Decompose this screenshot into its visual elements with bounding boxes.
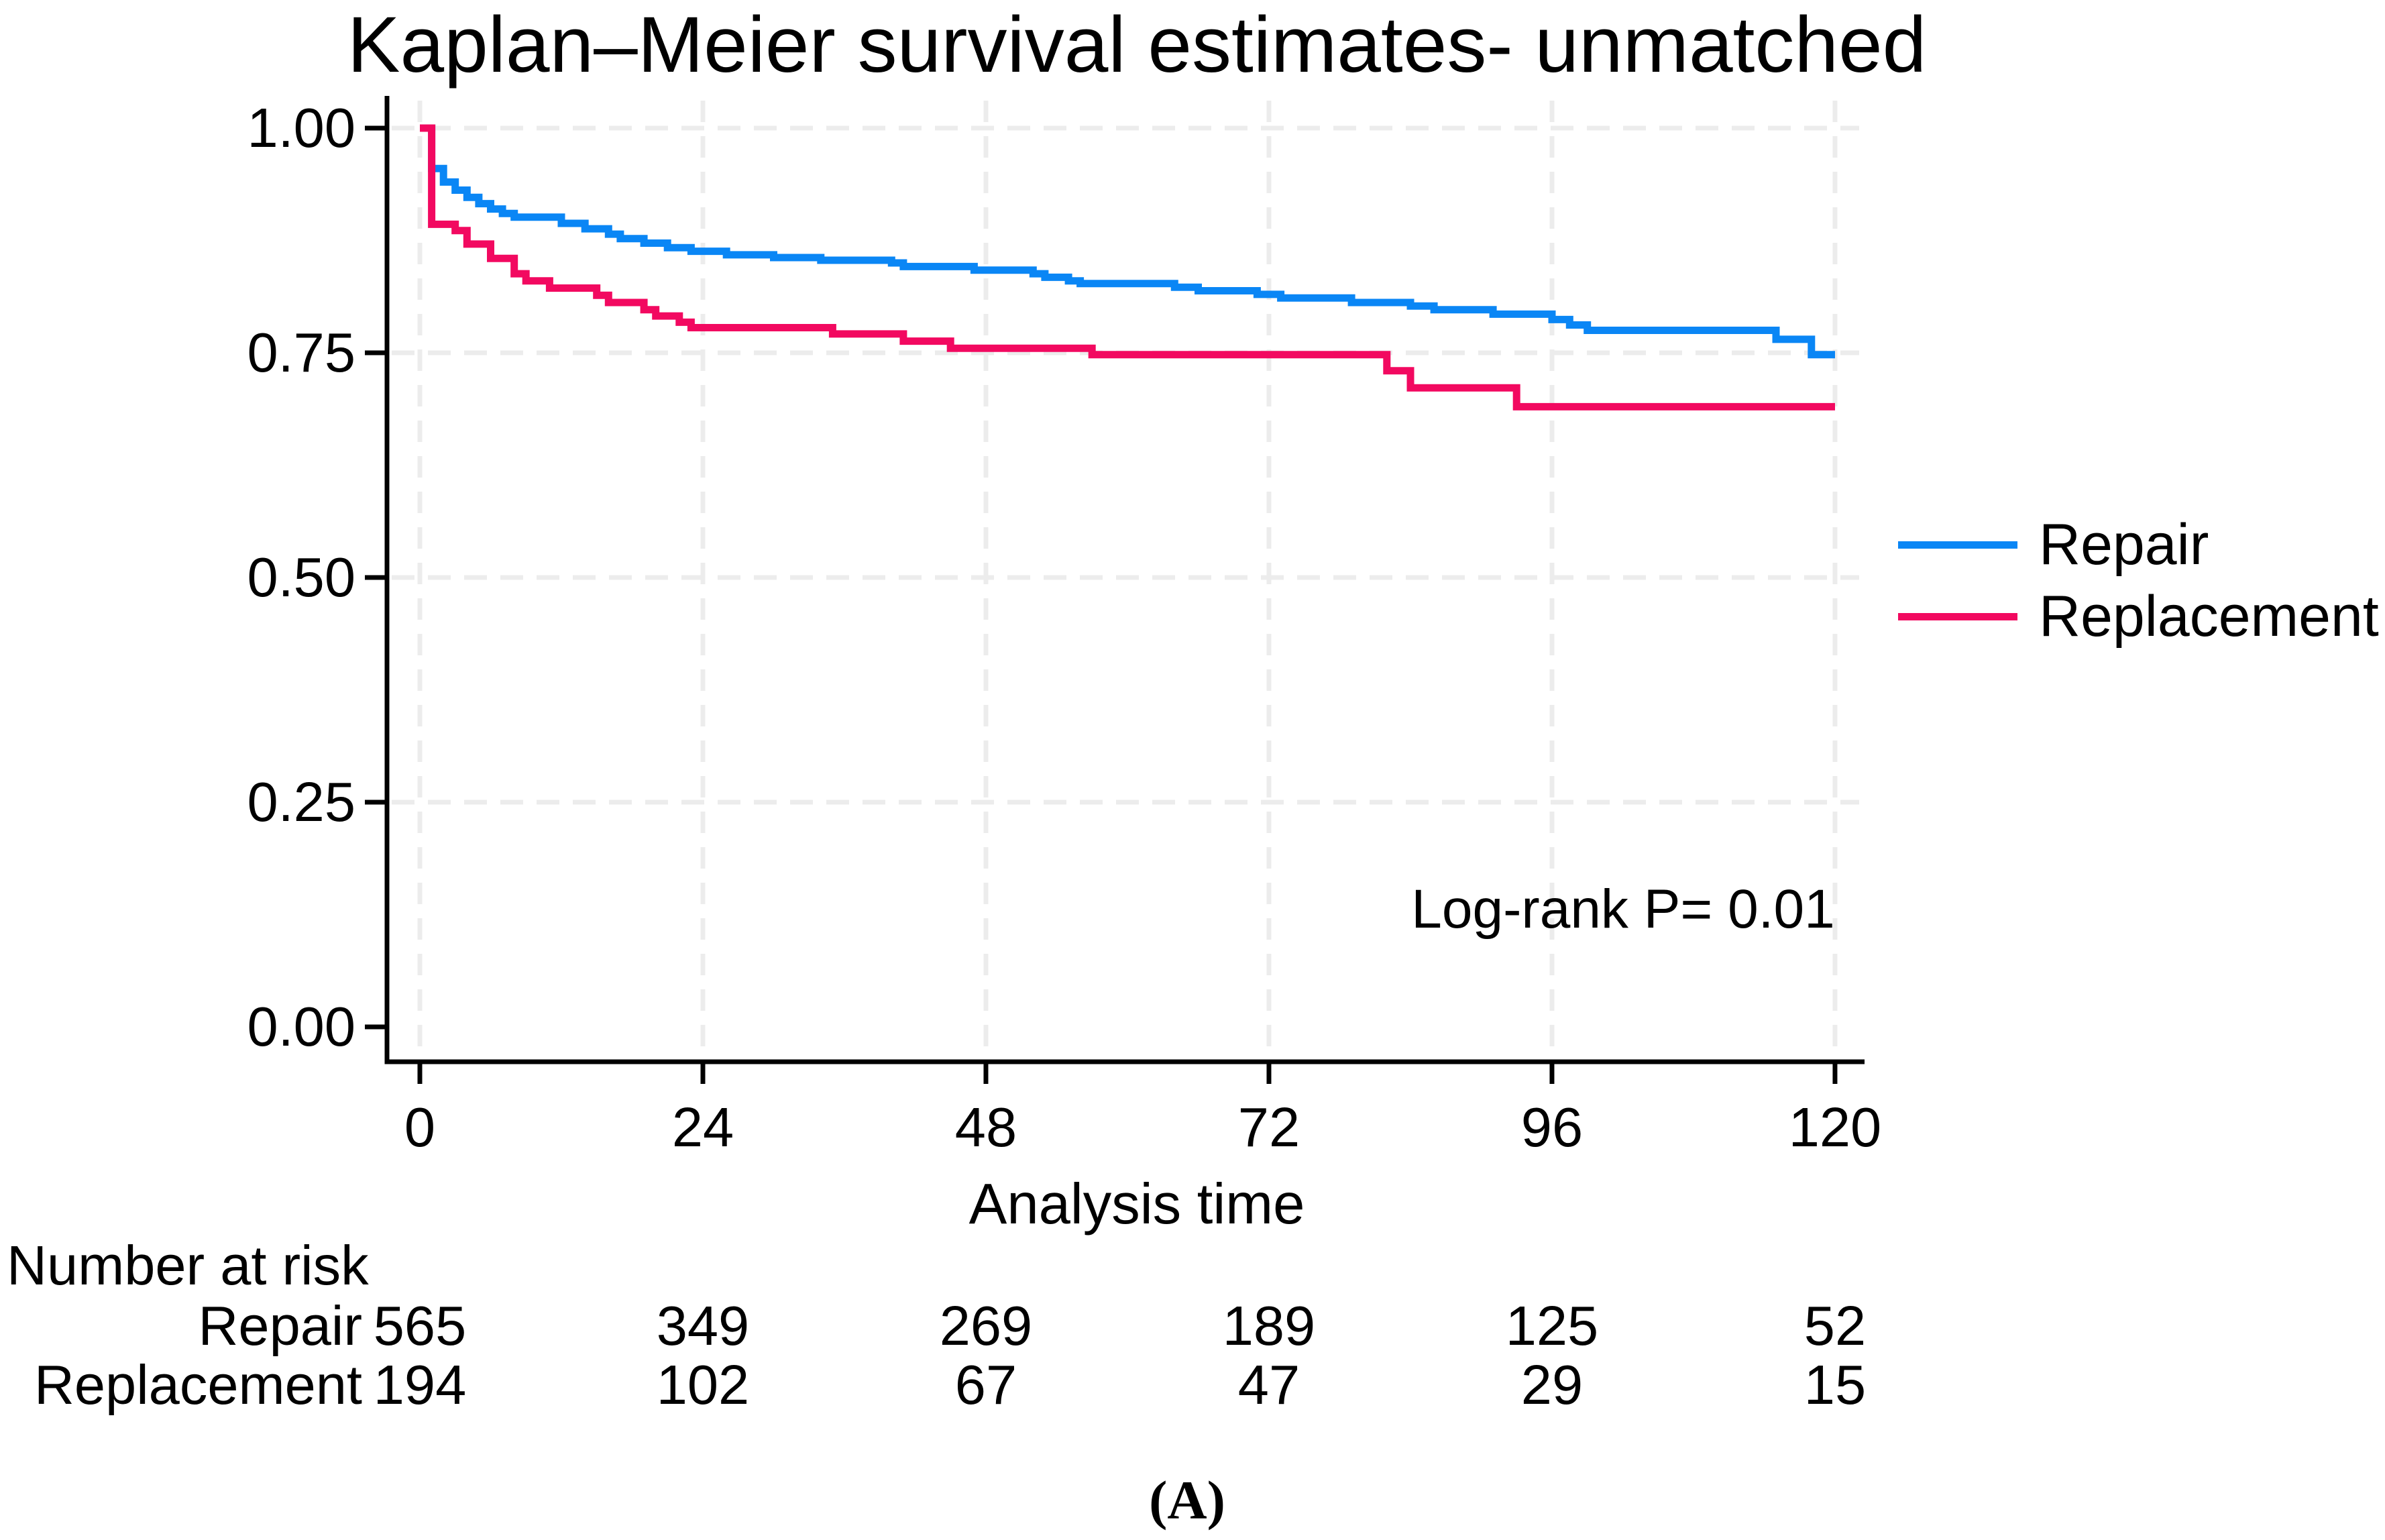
y-tick-label: 0.25 [247,771,355,833]
legend-label: Replacement [2039,584,2379,649]
x-axis-title: Analysis time [968,1172,1305,1236]
risk-count: 125 [1505,1295,1599,1357]
legend-line-replacement [1898,613,2017,620]
risk-count: 67 [954,1354,1017,1416]
risk-row-label: Repair [198,1295,362,1357]
x-tick-label: 72 [1237,1096,1300,1158]
y-tick-label: 0.50 [247,546,355,608]
repair-curve [420,124,1835,359]
x-tick-label: 0 [404,1096,436,1158]
risk-count: 15 [1804,1354,1867,1416]
risk-count: 194 [373,1354,467,1416]
risk-count: 349 [656,1295,750,1357]
x-tick-label: 48 [954,1096,1017,1158]
x-tick-label: 96 [1520,1096,1584,1158]
legend-line-repair [1898,541,2017,549]
replacement-curve [420,124,1835,410]
panel-caption: (A) [1149,1470,1225,1531]
y-tick-label: 0.00 [247,995,355,1058]
log-rank-annotation: Log-rank P= 0.01 [1411,879,1835,940]
y-tick-label: 1.00 [247,97,355,159]
risk-row-label: Replacement [34,1354,362,1416]
chart-title: Kaplan–Meier survival estimates- unmatch… [347,1,1927,89]
x-tick-label: 24 [671,1096,734,1158]
x-tick-label: 120 [1788,1096,1882,1158]
y-tick-label: 0.75 [247,321,355,384]
risk-count: 29 [1520,1354,1584,1416]
risk-count: 47 [1237,1354,1300,1416]
risk-count: 269 [939,1295,1033,1357]
risk-count: 189 [1222,1295,1316,1357]
risk-count: 52 [1804,1295,1867,1357]
risk-count: 102 [656,1354,750,1416]
risk-count: 565 [373,1295,467,1357]
risk-table-title: Number at risk [7,1234,369,1297]
legend-label: Repair [2039,512,2209,577]
